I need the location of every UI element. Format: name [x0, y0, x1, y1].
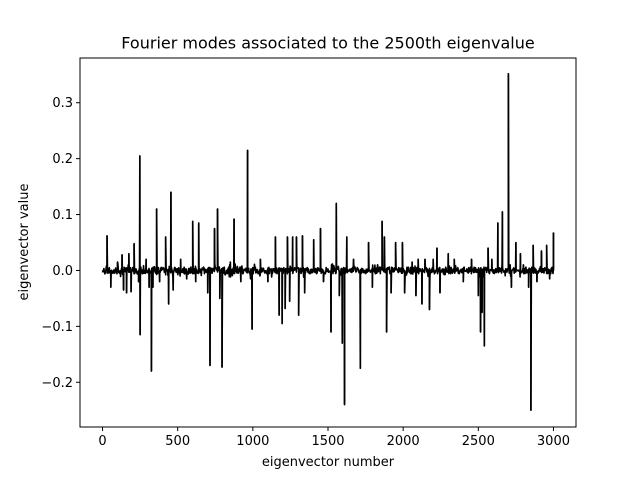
x-tick-label: 1500: [311, 434, 344, 449]
chart-title: Fourier modes associated to the 2500th e…: [121, 34, 534, 53]
y-tick-label: 0.3: [52, 96, 73, 111]
x-tick-label: 2500: [462, 434, 495, 449]
y-tick-label: 0.0: [52, 264, 73, 279]
y-tick-label: −0.2: [41, 376, 73, 391]
y-tick-label: −0.1: [41, 320, 73, 335]
series-layer: [101, 72, 555, 412]
y-tick-label: 0.2: [52, 152, 73, 167]
x-axis: 0 500 1000 1500 2000 2500 3000: [98, 427, 570, 449]
y-axis: −0.2 −0.1 0.0 0.1 0.2 0.3: [41, 96, 80, 391]
x-tick-label: 0: [98, 434, 106, 449]
series-line: [101, 72, 555, 412]
x-tick-label: 500: [165, 434, 190, 449]
x-tick-label: 1000: [236, 434, 269, 449]
y-axis-label: eigenvector value: [17, 184, 32, 301]
x-axis-label: eigenvector number: [262, 455, 395, 470]
x-tick-label: 3000: [537, 434, 570, 449]
y-tick-label: 0.1: [52, 208, 73, 223]
x-tick-label: 2000: [387, 434, 420, 449]
